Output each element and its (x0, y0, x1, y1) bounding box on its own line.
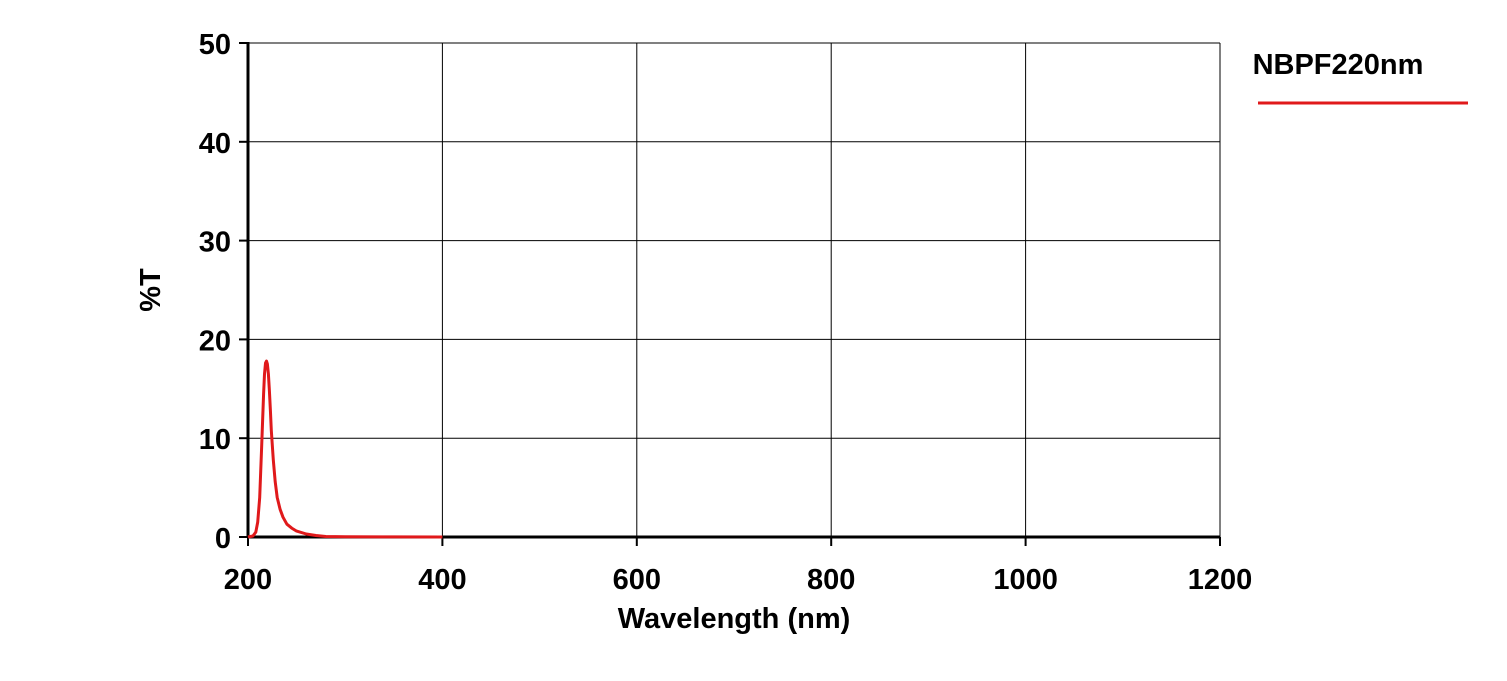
x-tick-label: 400 (418, 564, 466, 596)
y-tick-label: 50 (199, 29, 231, 61)
y-tick-label: 40 (199, 128, 231, 160)
y-tick-label: 10 (199, 424, 231, 456)
x-tick-label: 600 (613, 564, 661, 596)
x-tick-labels: 200 400 600 800 1000 1200 (224, 564, 1252, 596)
x-tick-label: 1200 (1188, 564, 1253, 596)
legend-label: NBPF220nm (1253, 49, 1424, 81)
legend: NBPF220nm (1253, 49, 1468, 105)
y-tick-labels: 0 10 20 30 40 50 (199, 29, 231, 555)
y-tick-label: 20 (199, 325, 231, 357)
x-tick-label: 800 (807, 564, 855, 596)
x-tick-label: 200 (224, 564, 272, 596)
axes (239, 42, 1221, 546)
series-lines (247, 359, 443, 539)
x-axis-title: Wavelength (nm) (618, 603, 851, 635)
series-line-NBPF220nm (247, 359, 443, 539)
y-axis-title: %T (135, 268, 167, 312)
y-tick-label: 30 (199, 227, 231, 259)
x-tick-label: 1000 (993, 564, 1058, 596)
y-tick-label: 0 (215, 523, 231, 555)
grid-lines (248, 42, 1221, 537)
